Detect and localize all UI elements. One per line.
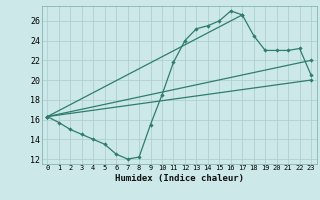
X-axis label: Humidex (Indice chaleur): Humidex (Indice chaleur) [115, 174, 244, 183]
